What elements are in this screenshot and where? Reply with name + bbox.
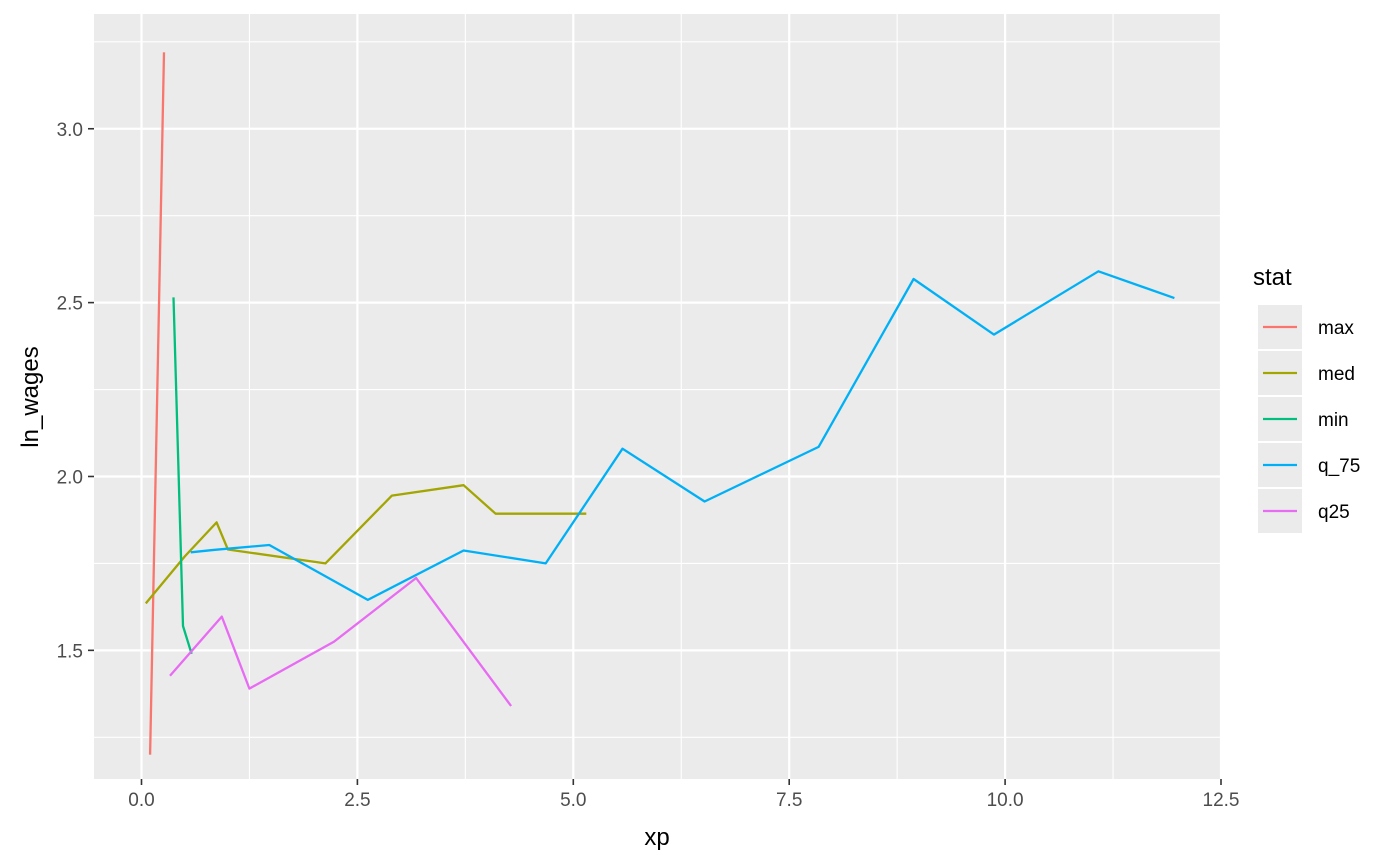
series-line-q_75 [190, 270, 1175, 602]
x-axis-title: xp [644, 824, 669, 851]
x-tick-label: 7.5 [776, 790, 802, 811]
axis-ticks: 0.0 2.5 5.0 7.5 10.0 12.5 1.5 2.0 2.5 3.0 [57, 120, 1240, 811]
y-tick-label: 3.0 [57, 120, 83, 141]
y-tick-label: 2.5 [57, 294, 83, 315]
major-gridlines [94, 14, 1223, 779]
x-tick-label: 2.5 [344, 790, 370, 811]
legend: stat max med min q_75 q25 [1253, 264, 1360, 533]
legend-label-med: med [1318, 364, 1355, 385]
series-line-med [144, 484, 587, 605]
series-lines [144, 52, 1175, 755]
legend-items: max med min q_75 q25 [1258, 305, 1360, 533]
y-tick-label: 1.5 [57, 641, 83, 662]
legend-label-q_75: q_75 [1318, 456, 1360, 477]
x-tick-label: 5.0 [560, 790, 586, 811]
legend-label-max: max [1318, 318, 1354, 339]
legend-label-min: min [1318, 410, 1349, 431]
series-line-q25 [169, 576, 513, 707]
series-line-max [148, 52, 166, 755]
x-tick-label: 12.5 [1203, 790, 1240, 811]
y-tick-label: 2.0 [57, 467, 83, 488]
legend-title: stat [1253, 264, 1292, 291]
x-tick-label: 10.0 [987, 790, 1024, 811]
legend-label-q25: q25 [1318, 502, 1350, 523]
series-line-min [172, 297, 193, 655]
y-axis-title: ln_wages [17, 346, 44, 447]
plot-panel [94, 14, 1221, 779]
minor-gridlines [94, 14, 1221, 779]
x-tick-label: 0.0 [128, 790, 154, 811]
